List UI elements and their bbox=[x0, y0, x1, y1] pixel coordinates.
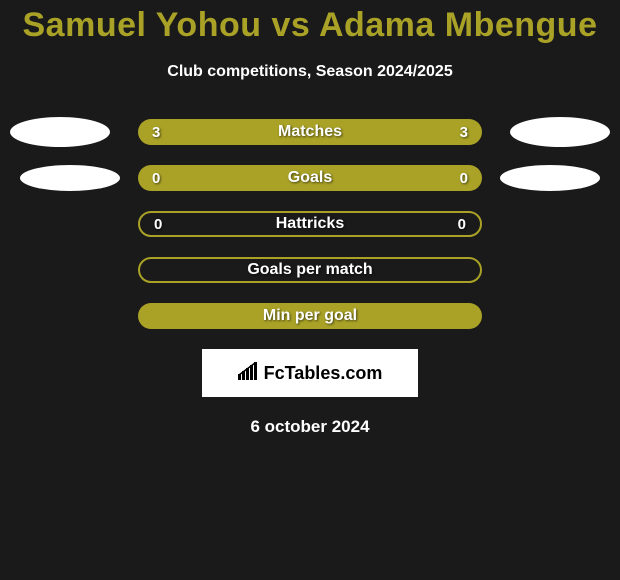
stat-label: Hattricks bbox=[140, 215, 480, 233]
player-right-avatar bbox=[500, 165, 600, 191]
player-left-avatar bbox=[10, 117, 110, 147]
stat-left-value: 3 bbox=[152, 124, 160, 141]
bar-chart-icon bbox=[238, 362, 260, 385]
stat-row-matches: 3 Matches 3 bbox=[0, 109, 620, 155]
stat-row-min-per-goal: Min per goal bbox=[0, 293, 620, 339]
stat-pill: 0 Goals 0 bbox=[138, 165, 482, 191]
stat-row-goals-per-match: Goals per match bbox=[0, 247, 620, 293]
logo-text: FcTables.com bbox=[238, 362, 383, 385]
stat-right-value: 3 bbox=[460, 124, 468, 141]
stat-row-hattricks: 0 Hattricks 0 bbox=[0, 201, 620, 247]
stat-left-value: 0 bbox=[152, 170, 160, 187]
stat-pill: Min per goal bbox=[138, 303, 482, 329]
stat-label: Goals bbox=[138, 169, 482, 187]
stat-pill: 0 Hattricks 0 bbox=[138, 211, 482, 237]
stats-rows: 3 Matches 3 0 Goals 0 0 Hattricks 0 bbox=[0, 109, 620, 339]
stat-left-value: 0 bbox=[154, 216, 162, 233]
stat-row-goals: 0 Goals 0 bbox=[0, 155, 620, 201]
stat-right-value: 0 bbox=[460, 170, 468, 187]
stat-label: Goals per match bbox=[140, 261, 480, 279]
logo-label: FcTables.com bbox=[264, 363, 383, 384]
stat-pill: Goals per match bbox=[138, 257, 482, 283]
comparison-card: Samuel Yohou vs Adama Mbengue Club compe… bbox=[0, 0, 620, 437]
player-left-avatar bbox=[20, 165, 120, 191]
stat-label: Min per goal bbox=[138, 307, 482, 325]
page-title: Samuel Yohou vs Adama Mbengue bbox=[0, 6, 620, 45]
stat-pill: 3 Matches 3 bbox=[138, 119, 482, 145]
source-logo: FcTables.com bbox=[202, 349, 418, 397]
stat-right-value: 0 bbox=[458, 216, 466, 233]
date-label: 6 october 2024 bbox=[0, 417, 620, 437]
player-right-avatar bbox=[510, 117, 610, 147]
subtitle: Club competitions, Season 2024/2025 bbox=[0, 63, 620, 81]
stat-label: Matches bbox=[138, 123, 482, 141]
